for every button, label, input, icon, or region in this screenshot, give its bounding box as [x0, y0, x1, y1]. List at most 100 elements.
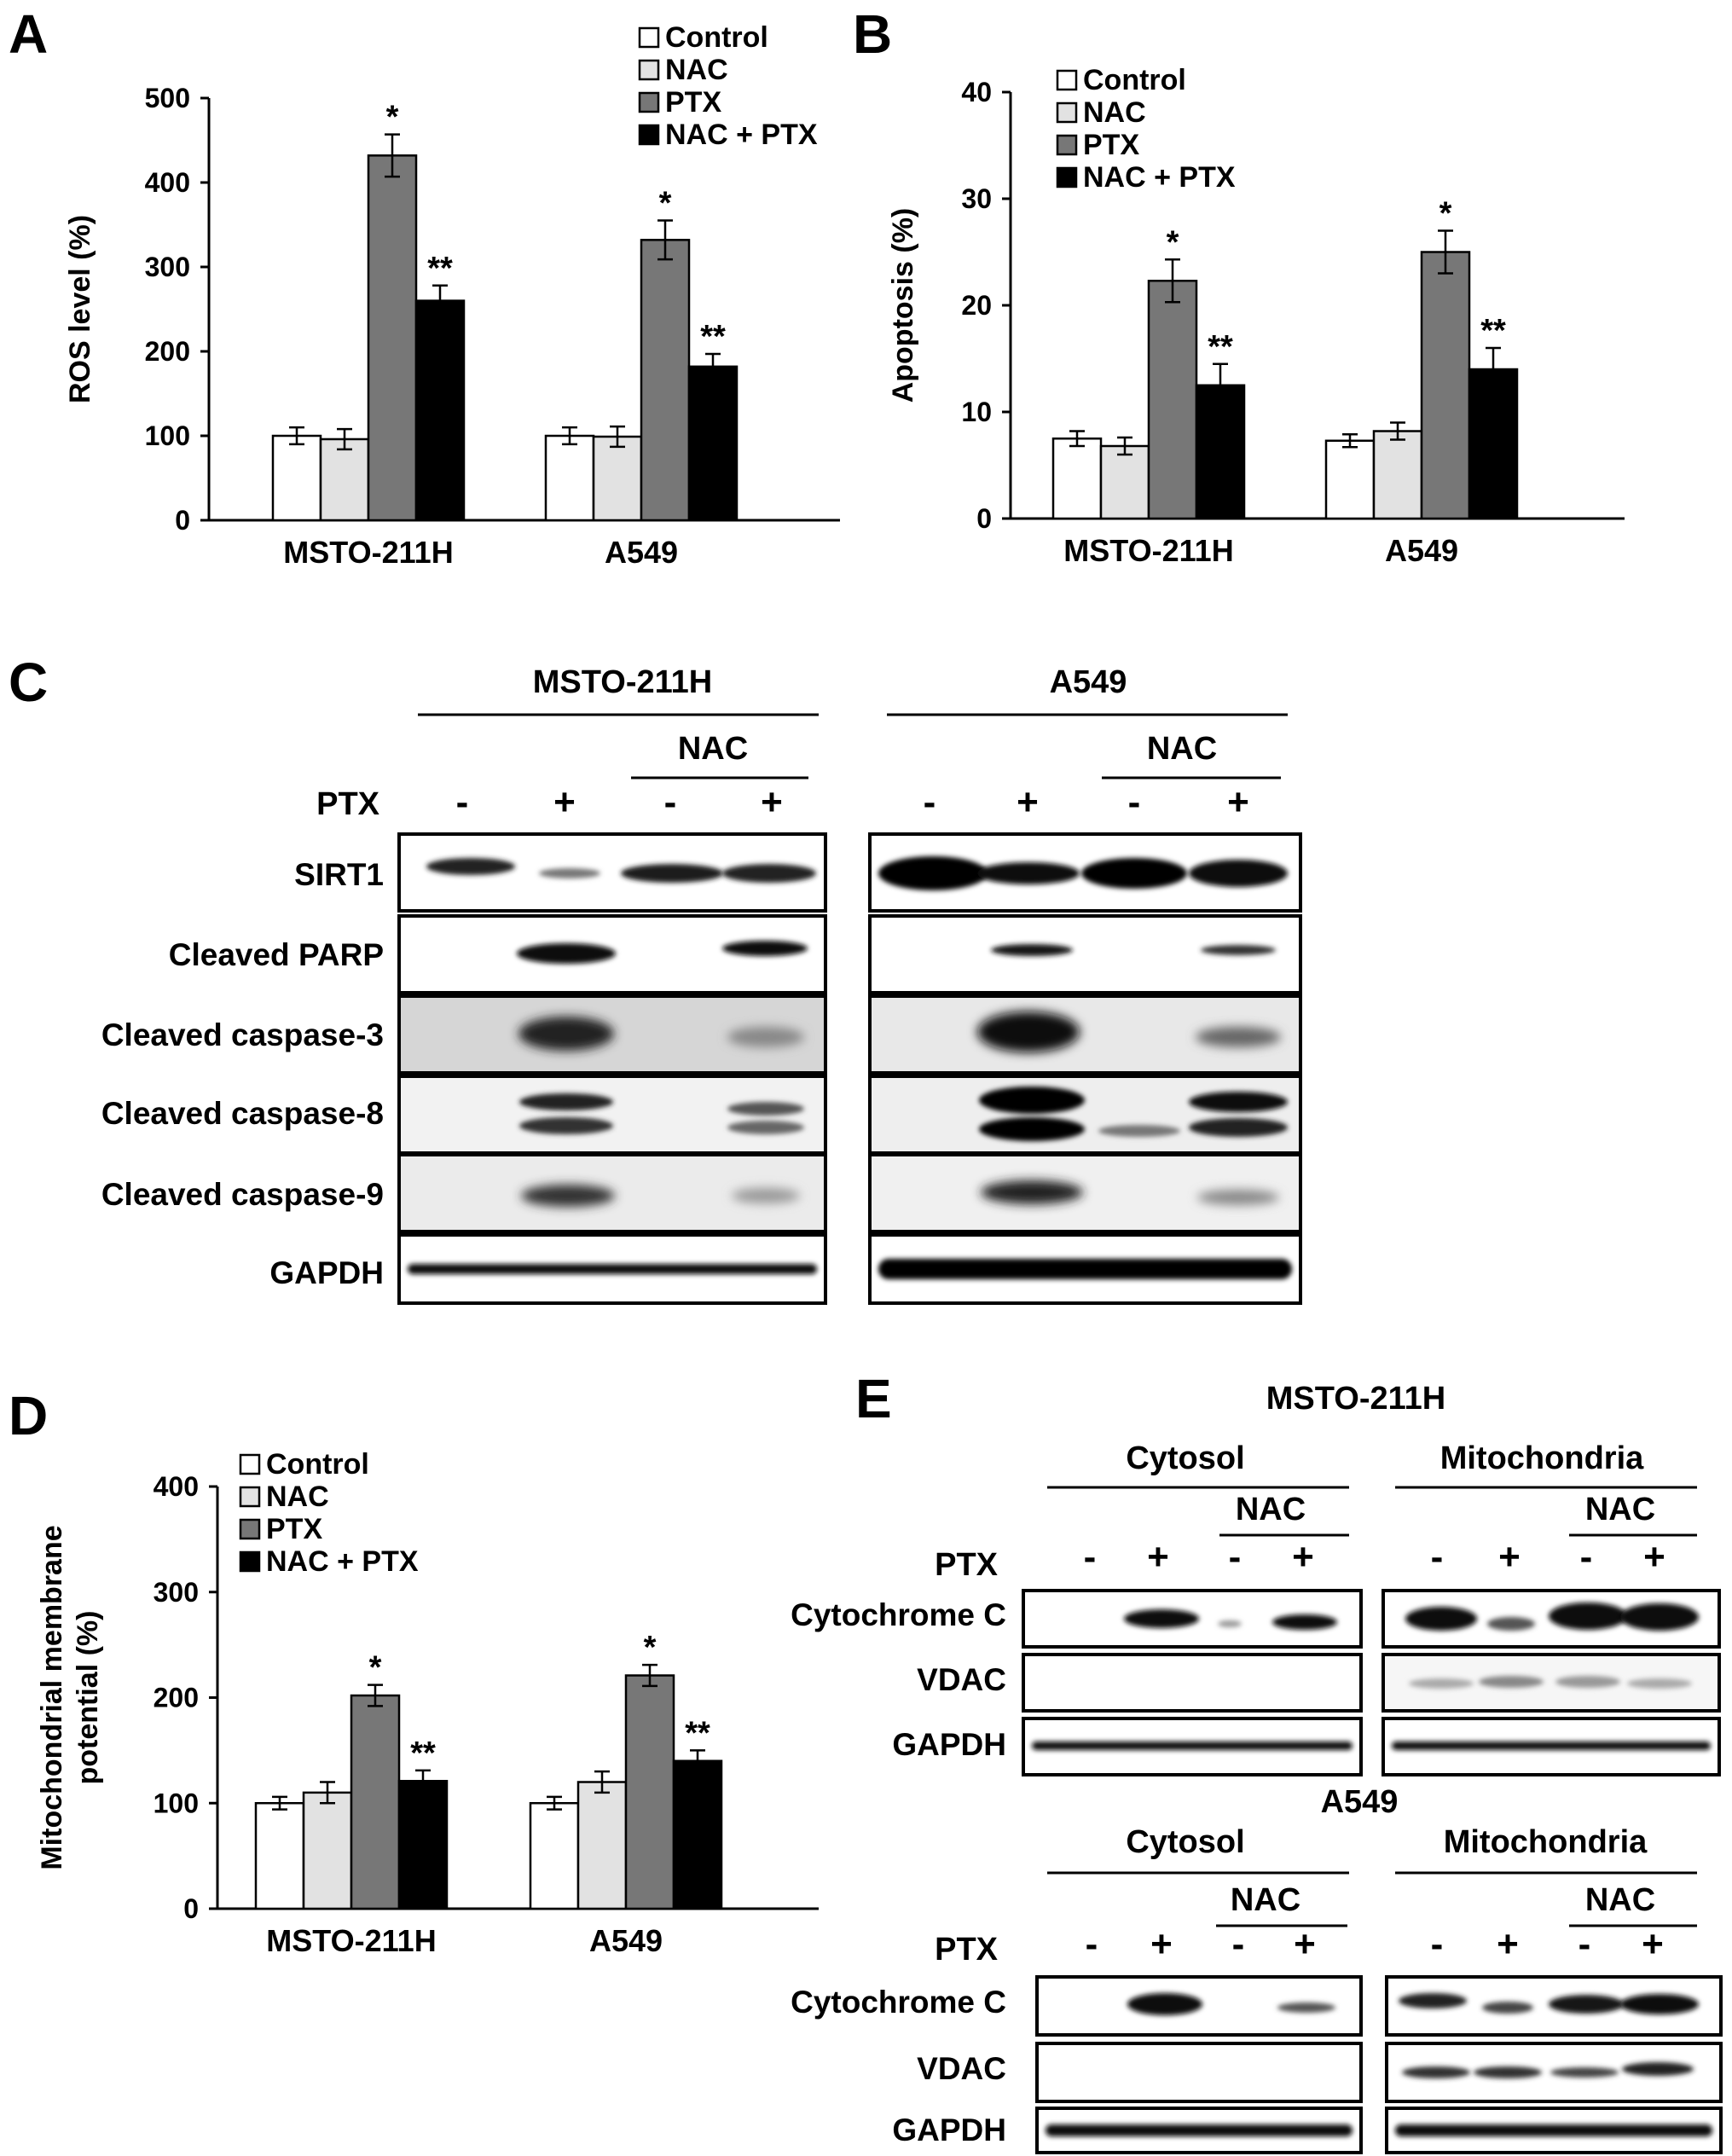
- significance-mark: **: [700, 319, 726, 355]
- blot-e-ptx-label: PTX: [935, 1547, 999, 1583]
- band: [1189, 1118, 1288, 1137]
- blot-c-row-label-cleaved-caspase-8: Cleaved caspase-8: [101, 1096, 384, 1131]
- blot-e-ptx-sign: -: [1431, 1923, 1444, 1965]
- band: [1272, 1614, 1337, 1630]
- blot-e-nac-label: NAC: [1585, 1492, 1655, 1527]
- blot-c-ptx-sign: -: [664, 781, 677, 823]
- blot-e-ptx-sign: -: [1084, 1536, 1097, 1578]
- x-category-label: MSTO-211H: [283, 535, 453, 570]
- significance-mark: **: [1208, 329, 1233, 365]
- legend-label: Control: [665, 21, 768, 54]
- blot-e-ptx-sign: -: [1229, 1536, 1242, 1578]
- blot-c-row-label-cleaved-parp: Cleaved PARP: [169, 937, 384, 972]
- blot-e-ptx-sign: -: [1578, 1923, 1591, 1965]
- blot-e-ptx-sign: +: [1642, 1923, 1664, 1965]
- blot-e-bands-msto: [1032, 1603, 1711, 1750]
- legend-label: NAC + PTX: [266, 1545, 419, 1578]
- blot-c-ptx-label: PTX: [316, 786, 380, 822]
- blot-e-ptx-sign: -: [1232, 1923, 1245, 1965]
- band: [1549, 1995, 1624, 2014]
- band: [519, 1117, 613, 1134]
- legend-label: NAC + PTX: [665, 119, 818, 151]
- bar: [319, 438, 370, 522]
- blot-c-row-label-cleaved-caspase-3: Cleaved caspase-3: [101, 1017, 384, 1052]
- band: [539, 868, 600, 878]
- blot-e-fraction-cytosol: Cytosol: [1126, 1824, 1244, 1860]
- significance-mark: *: [1439, 196, 1452, 232]
- y-axis-label: Mitochondrial membrane: [36, 1525, 68, 1869]
- x-category-label: MSTO-211H: [266, 1923, 436, 1958]
- band: [1405, 1607, 1477, 1631]
- bar: [350, 1694, 401, 1910]
- legend-swatch: [239, 1453, 261, 1475]
- legend-swatch: [239, 1518, 261, 1540]
- blot-c-box: [397, 1075, 827, 1155]
- significance-mark: **: [427, 251, 453, 287]
- bar: [1420, 251, 1471, 520]
- bar: [271, 434, 322, 522]
- blot-e-group-a549: A549: [1321, 1784, 1399, 1820]
- legend-swatch: [1056, 69, 1078, 91]
- legend-swatch: [638, 26, 660, 49]
- blot-e-fraction-cytosol: Cytosol: [1126, 1440, 1244, 1476]
- blot-c-cell-line-msto: MSTO-211H: [533, 664, 712, 700]
- panel-label-d: D: [9, 1385, 48, 1446]
- significance-mark: *: [644, 1630, 657, 1666]
- blot-e-box: [1035, 2042, 1363, 2103]
- blot-e-ptx-sign: +: [1497, 1923, 1519, 1965]
- band: [1399, 1993, 1467, 2008]
- blot-e-ptx-sign: +: [1294, 1923, 1316, 1965]
- legend-swatch: [1056, 134, 1078, 156]
- band: [727, 1027, 804, 1047]
- y-tick-label: 10: [961, 397, 992, 427]
- blot-e-nac-label: NAC: [1236, 1492, 1306, 1527]
- y-tick-label: 400: [154, 1471, 199, 1502]
- bar: [302, 1791, 353, 1910]
- bar: [624, 1674, 675, 1910]
- chart-d: 0 100 200 300 400 Mitochondrial membrane poten…: [36, 1448, 819, 1958]
- bar: [1372, 430, 1423, 520]
- blot-e-group-msto: MSTO-211H: [1266, 1381, 1445, 1417]
- blot-e-row-label-gapdh: GAPDH: [892, 1727, 1006, 1762]
- y-tick-label: 500: [145, 83, 190, 113]
- blot-c-nac-label-a549: NAC: [1147, 731, 1217, 767]
- blot-e-ptx-sign: +: [1498, 1536, 1521, 1578]
- y-tick-label: 300: [154, 1577, 199, 1608]
- band: [518, 1017, 614, 1051]
- band: [1277, 2002, 1335, 2013]
- blot-c-row-label-cleaved-caspase-9: Cleaved caspase-9: [101, 1177, 384, 1212]
- bar: [592, 435, 643, 522]
- band: [1218, 1620, 1242, 1627]
- band: [727, 1121, 804, 1134]
- y-tick-label: 20: [961, 290, 992, 321]
- blot-c-bands-msto: [408, 858, 817, 1274]
- legend-swatch: [638, 59, 660, 81]
- band: [1046, 2124, 1353, 2136]
- bar: [397, 1780, 449, 1910]
- significance-mark: *: [659, 186, 672, 222]
- significance-mark: **: [410, 1736, 436, 1771]
- legend-label: Control: [266, 1448, 369, 1481]
- significance-mark: *: [369, 1650, 382, 1686]
- band: [519, 1093, 613, 1110]
- blot-e-box: [1022, 1653, 1363, 1713]
- band: [1197, 1190, 1279, 1205]
- blot-e-row-label-vdac: VDAC: [917, 2051, 1006, 2086]
- x-category-label: A549: [589, 1923, 663, 1958]
- legend-swatch: [638, 91, 660, 113]
- bar: [640, 239, 691, 522]
- bar: [1051, 438, 1103, 520]
- band: [1032, 1742, 1353, 1750]
- band: [1620, 1994, 1699, 2014]
- band: [1189, 860, 1288, 887]
- legend-label: Control: [1083, 64, 1186, 96]
- blot-e-fraction-mitochondria: Mitochondria: [1444, 1824, 1648, 1860]
- band: [1189, 1092, 1288, 1112]
- band: [1482, 2002, 1533, 2014]
- blot-e-ptx-sign: +: [1292, 1536, 1314, 1578]
- blot-c-nac-label-msto: NAC: [678, 731, 748, 767]
- legend-label: PTX: [1083, 129, 1139, 161]
- y-axis-label: Apoptosis (%): [887, 208, 919, 403]
- bar: [254, 1802, 305, 1910]
